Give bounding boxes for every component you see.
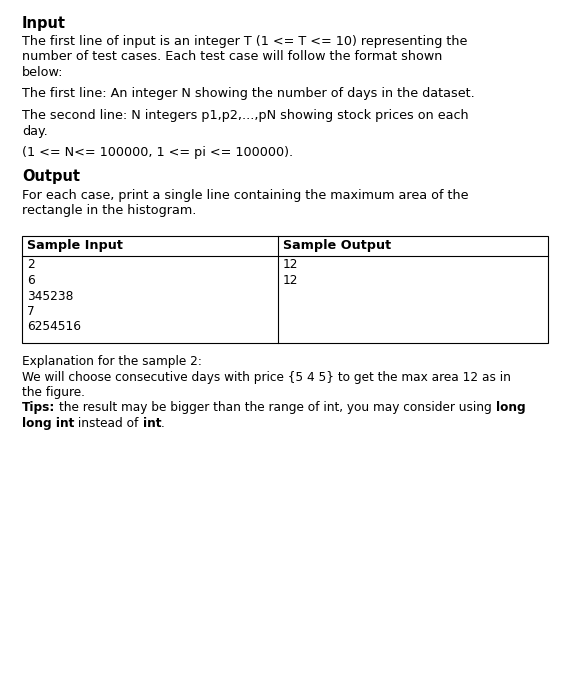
- Text: .: .: [161, 417, 165, 430]
- Text: number of test cases. Each test case will follow the format shown: number of test cases. Each test case wil…: [22, 50, 442, 64]
- Text: the result may be bigger than the range of int, you may consider using: the result may be bigger than the range …: [59, 402, 496, 414]
- Text: (1 <= N<= 100000, 1 <= pi <= 100000).: (1 <= N<= 100000, 1 <= pi <= 100000).: [22, 146, 293, 159]
- Text: Sample Input: Sample Input: [27, 239, 123, 251]
- Text: 2: 2: [27, 258, 35, 272]
- Text: Tips:: Tips:: [22, 402, 55, 414]
- Text: The second line: N integers p1,p2,...,pN showing stock prices on each: The second line: N integers p1,p2,...,pN…: [22, 109, 468, 122]
- Text: 6254516: 6254516: [27, 321, 81, 333]
- Text: The first line of input is an integer T (1 <= T <= 10) representing the: The first line of input is an integer T …: [22, 35, 467, 48]
- Text: long: long: [496, 402, 526, 414]
- Text: instead of: instead of: [74, 417, 142, 430]
- Text: 12: 12: [283, 274, 299, 287]
- Bar: [22, 235, 548, 343]
- Text: rectangle in the histogram.: rectangle in the histogram.: [22, 204, 196, 217]
- Text: 12: 12: [283, 258, 299, 272]
- Text: 345238: 345238: [27, 290, 73, 302]
- Text: day.: day.: [22, 125, 47, 137]
- Text: Output: Output: [22, 169, 80, 185]
- Text: long int: long int: [22, 417, 74, 430]
- Text: Explanation for the sample 2:: Explanation for the sample 2:: [22, 355, 202, 368]
- Text: The first line: An integer N showing the number of days in the dataset.: The first line: An integer N showing the…: [22, 88, 475, 101]
- Text: the figure.: the figure.: [22, 386, 85, 399]
- Text: int: int: [142, 417, 161, 430]
- Text: 7: 7: [27, 305, 35, 318]
- Text: Sample Output: Sample Output: [283, 239, 391, 251]
- Text: 6: 6: [27, 274, 35, 287]
- Text: For each case, print a single line containing the maximum area of the: For each case, print a single line conta…: [22, 188, 468, 202]
- Text: Input: Input: [22, 16, 66, 31]
- Text: below:: below:: [22, 66, 63, 79]
- Text: We will choose consecutive days with price {5 4 5} to get the max area 12 as in: We will choose consecutive days with pri…: [22, 370, 511, 384]
